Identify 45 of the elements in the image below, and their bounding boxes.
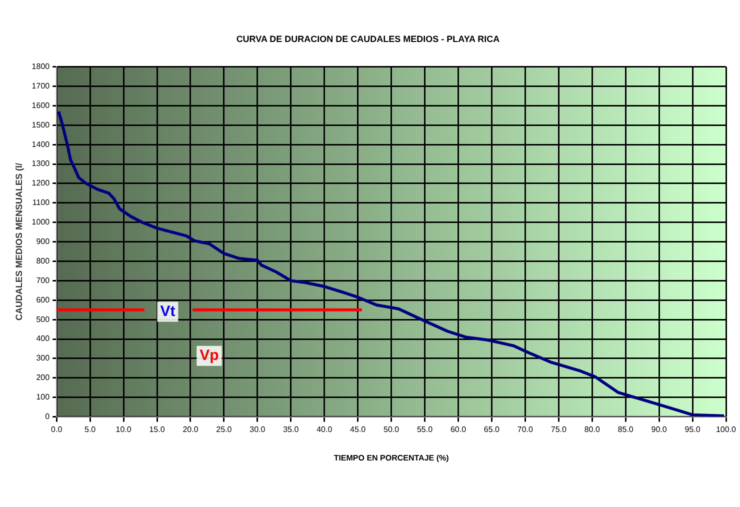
y-tick-label: 600 [36, 295, 50, 304]
x-tick-label: 80.0 [584, 424, 600, 434]
x-tick-label: 5.0 [84, 424, 96, 434]
annotation: Vp [200, 347, 219, 364]
y-tick-label: 1500 [32, 120, 50, 130]
y-tick-label: 1400 [32, 140, 50, 149]
y-tick-label: 500 [36, 314, 50, 324]
y-tick-label: 1800 [32, 62, 50, 72]
y-tick-label: 100 [36, 392, 50, 402]
y-tick-label: 700 [36, 276, 50, 285]
x-tick-label: 75.0 [550, 424, 567, 434]
y-axis-title: CAUDALES MEDIOS MENSUALES (l/ [14, 162, 24, 321]
y-tick-label: 1200 [32, 178, 50, 188]
y-tick-label: 1700 [32, 81, 50, 90]
x-tick-label: 100.0 [716, 424, 737, 434]
y-tick-label: 400 [36, 334, 50, 344]
x-tick-label: 10.0 [116, 424, 132, 434]
y-tick-label: 800 [36, 256, 50, 266]
x-tick-label: 30.0 [250, 424, 266, 434]
y-tick-label: 1300 [32, 159, 50, 168]
chart-title: CURVA DE DURACION DE CAUDALES MEDIOS - PLAYA RICA [236, 34, 500, 44]
x-tick-label: 45.0 [350, 424, 366, 434]
y-tick-label: 900 [36, 237, 50, 246]
x-tick-label: 35.0 [283, 424, 300, 434]
x-tick-label: 50.0 [384, 424, 400, 434]
x-tick-label: 85.0 [618, 424, 634, 434]
y-tick-label: 1600 [32, 100, 50, 110]
x-tick-label: 60.0 [450, 424, 467, 434]
y-tick-label: 1000 [32, 218, 50, 227]
x-tick-label: 15.0 [149, 424, 166, 434]
x-tick-label: 65.0 [484, 424, 500, 434]
x-tick-label: 20.0 [182, 424, 199, 434]
x-tick-label: 0.0 [51, 424, 63, 434]
y-tick-label: 200 [36, 373, 50, 382]
x-axis-title: TIEMPO EN PORCENTAJE (%) [334, 453, 450, 462]
x-tick-label: 55.0 [416, 424, 434, 434]
x-tick-label: 70.0 [517, 424, 534, 434]
x-tick-label: 90.0 [651, 424, 668, 434]
annotation: Vt [160, 302, 176, 320]
x-tick-label: 95.0 [684, 424, 701, 434]
y-tick-label: 1100 [32, 198, 50, 208]
y-tick-label: 0 [45, 412, 50, 422]
y-tick-label: 300 [36, 354, 50, 363]
x-tick-label: 25.0 [216, 424, 232, 434]
x-tick-label: 40.0 [316, 424, 333, 434]
